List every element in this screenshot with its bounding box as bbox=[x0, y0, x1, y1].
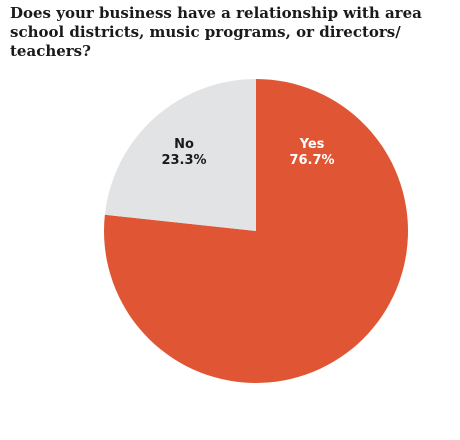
slice-label-no: No bbox=[174, 137, 194, 152]
slice-label-yes: Yes bbox=[299, 137, 325, 152]
slice-value-yes: 76.7% bbox=[289, 153, 334, 168]
slice-value-no: 23.3% bbox=[161, 153, 206, 168]
pie-slices bbox=[104, 79, 408, 383]
pie-slice-no bbox=[104, 79, 257, 231]
chart-title: Does your business have a relationship w… bbox=[10, 4, 422, 60]
